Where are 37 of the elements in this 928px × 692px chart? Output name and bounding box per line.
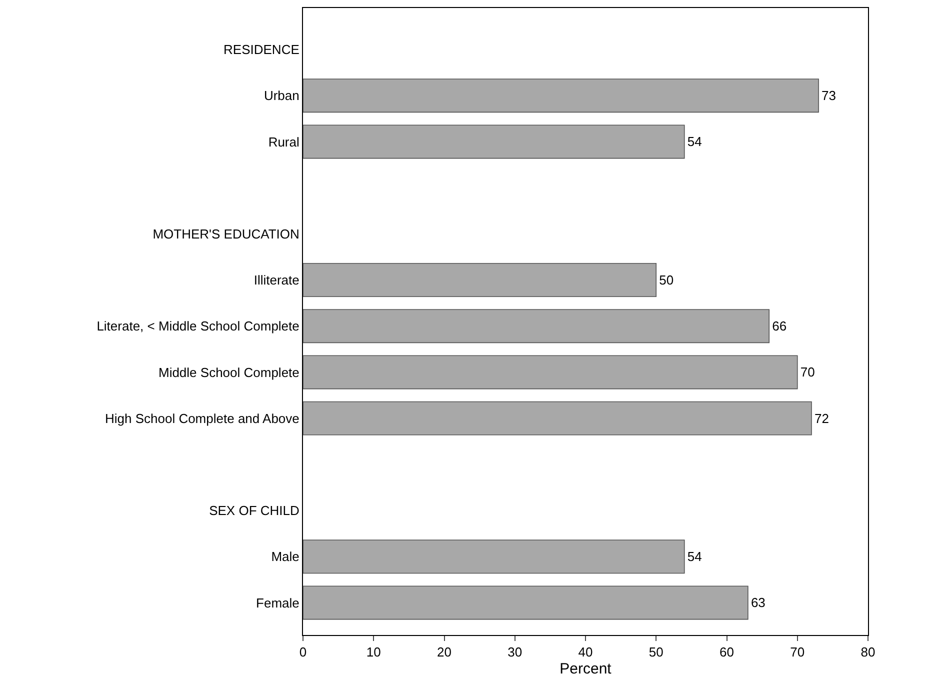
bar — [303, 124, 685, 159]
data-label: 54 — [687, 134, 702, 150]
y-tick-label: Illiterate — [254, 272, 300, 288]
y-tick-label: Literate, < Middle School Complete — [96, 318, 300, 334]
bar — [303, 586, 748, 620]
data-label: 63 — [750, 595, 766, 610]
x-tick-label: 50 — [648, 644, 664, 660]
y-tick-label: High School Complete and Above — [104, 410, 300, 426]
x-tick-label: 30 — [508, 644, 522, 660]
y-tick-label: Middle School Complete — [158, 364, 300, 380]
data-label: 70 — [800, 364, 815, 380]
bar — [303, 78, 819, 113]
y-tick-label: Urban — [264, 88, 300, 104]
x-tick-label: 40 — [578, 644, 593, 660]
bar — [303, 263, 657, 297]
x-axis-title: Percent — [560, 660, 612, 678]
y-tick-label: Female — [256, 595, 300, 610]
data-label: 72 — [814, 410, 829, 426]
x-tick-label: 0 — [299, 644, 307, 660]
y-tick-label: RESIDENCE — [224, 42, 300, 58]
x-tick-label: 20 — [437, 644, 452, 660]
bar — [303, 355, 798, 390]
bar — [303, 401, 812, 436]
x-tick-label: 60 — [720, 644, 734, 660]
bar — [303, 309, 770, 344]
data-label: 73 — [822, 88, 836, 104]
x-tick-label: 10 — [366, 644, 381, 660]
bar — [303, 540, 685, 574]
y-tick-label: Male — [271, 549, 300, 564]
data-label: 54 — [687, 549, 702, 564]
data-label: 50 — [659, 272, 674, 288]
y-tick-label: MOTHER'S EDUCATION — [152, 226, 300, 242]
x-tick-label: 70 — [790, 644, 805, 660]
y-tick-label: Rural — [268, 134, 300, 150]
data-label: 66 — [772, 318, 787, 334]
x-tick-label: 80 — [860, 644, 876, 660]
y-tick-label: SEX OF CHILD — [209, 503, 300, 518]
